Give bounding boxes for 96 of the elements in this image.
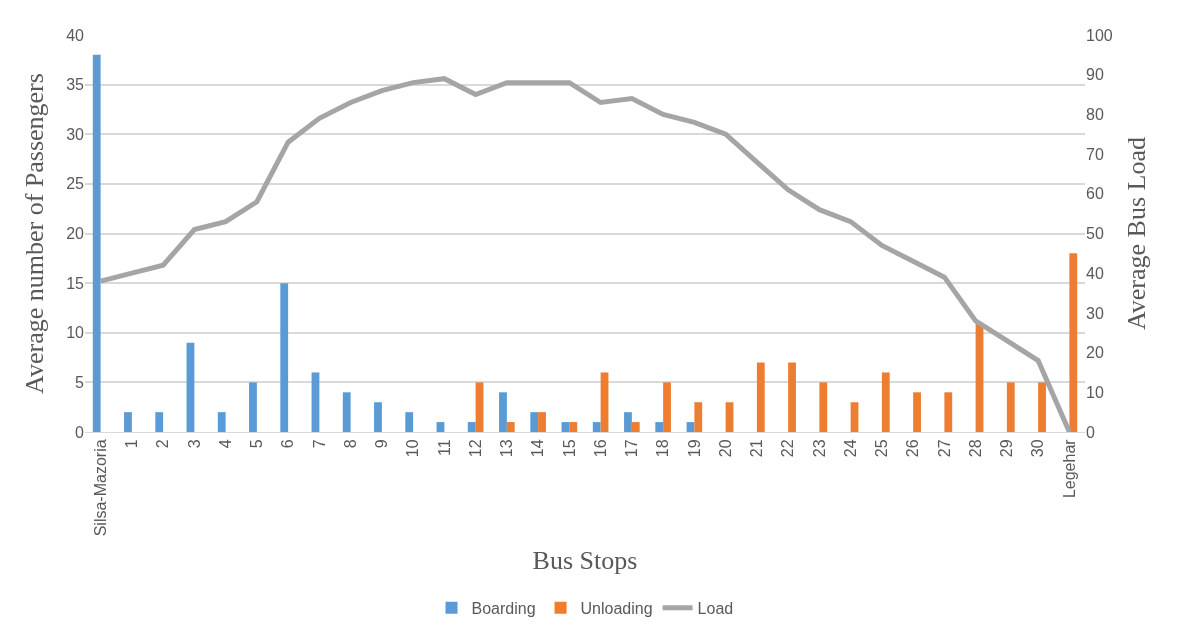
bar xyxy=(788,362,796,432)
x-tick-label: 10 xyxy=(404,439,422,458)
bar xyxy=(663,382,671,432)
bar xyxy=(475,382,484,432)
y2-tick-label: 20 xyxy=(1086,344,1104,362)
legend-label: Load xyxy=(697,599,734,617)
y-axis-title: Average number of Passengers xyxy=(19,73,49,394)
bar xyxy=(538,412,546,432)
bar xyxy=(280,283,289,432)
x-tick-label: Legehar xyxy=(1060,438,1078,499)
x-tick-label: 15 xyxy=(560,439,578,458)
bar xyxy=(725,402,734,432)
bar xyxy=(217,412,226,432)
bar xyxy=(881,372,890,432)
y-tick-label: 25 xyxy=(66,175,85,193)
x-tick-label: 27 xyxy=(935,439,953,458)
x-tick-label: 4 xyxy=(216,439,234,449)
y-tick-label: 15 xyxy=(66,274,85,292)
bar xyxy=(686,422,695,432)
x-tick-label: 13 xyxy=(498,439,516,458)
y2-tick-label: 50 xyxy=(1086,225,1104,243)
bar xyxy=(592,422,601,432)
x-tick-label: 20 xyxy=(716,439,734,458)
x-tick-label: 17 xyxy=(623,439,641,458)
bar xyxy=(600,372,609,432)
x-tick-label: Silsa-Mazoria xyxy=(91,439,109,537)
x-tick-label: 30 xyxy=(1029,439,1047,458)
y2-tick-label: 0 xyxy=(1086,423,1095,441)
bar xyxy=(1006,382,1015,432)
bar xyxy=(561,422,570,432)
x-tick-label: 22 xyxy=(779,439,797,458)
y2-tick-label: 100 xyxy=(1086,26,1113,44)
bar xyxy=(311,372,320,432)
bar xyxy=(655,422,664,432)
bar xyxy=(913,392,921,432)
x-tick-label: 5 xyxy=(248,439,266,449)
x-tick-label: 7 xyxy=(310,439,328,449)
bar xyxy=(374,402,382,432)
legend-label: Boarding xyxy=(471,599,536,617)
bar xyxy=(756,362,765,432)
x-tick-label: 28 xyxy=(966,439,984,458)
x-tick-label: 16 xyxy=(591,439,609,458)
legend-label: Unloading xyxy=(580,599,653,617)
x-tick-label: 21 xyxy=(748,439,766,458)
y-tick-label: 30 xyxy=(66,125,85,143)
x-axis-title: Bus Stops xyxy=(532,546,638,576)
bar xyxy=(155,412,164,432)
x-tick-label: 2 xyxy=(154,439,172,449)
bar xyxy=(124,412,132,432)
y2-tick-label: 30 xyxy=(1086,304,1104,322)
y-tick-label: 35 xyxy=(66,76,85,94)
y2-tick-label: 70 xyxy=(1086,145,1104,163)
bar xyxy=(1038,382,1046,432)
y-tick-label: 40 xyxy=(66,26,85,44)
x-tick-label: 12 xyxy=(466,439,484,458)
bar xyxy=(92,54,101,432)
y2-tick-label: 90 xyxy=(1086,66,1104,84)
y-tick-label: 20 xyxy=(66,225,85,243)
y2-tick-label: 40 xyxy=(1086,264,1104,282)
bar xyxy=(249,382,257,432)
x-tick-label: 3 xyxy=(185,439,203,449)
x-tick-label: 18 xyxy=(654,439,672,458)
bar xyxy=(694,402,703,432)
y2-axis-title: Average Bus Load xyxy=(1122,136,1152,331)
x-tick-label: 9 xyxy=(373,439,391,449)
bar xyxy=(467,422,476,432)
y2-tick-label: 60 xyxy=(1086,185,1104,203)
x-tick-label: 14 xyxy=(529,439,547,458)
y-tick-label: 5 xyxy=(75,373,85,391)
bar xyxy=(944,392,953,432)
bar xyxy=(436,422,445,432)
y2-tick-label: 10 xyxy=(1086,383,1104,401)
x-tick-label: 8 xyxy=(341,439,359,449)
y-tick-label: 0 xyxy=(75,423,85,441)
x-tick-label: 11 xyxy=(435,439,453,457)
x-tick-label: 6 xyxy=(279,439,297,449)
bar xyxy=(631,422,640,432)
x-tick-label: 23 xyxy=(810,439,828,458)
x-tick-label: 19 xyxy=(685,439,703,458)
bar xyxy=(624,412,632,432)
bar xyxy=(850,402,859,432)
bar xyxy=(569,422,578,432)
x-tick-label: 26 xyxy=(904,439,922,458)
bar xyxy=(499,392,507,432)
bar xyxy=(342,392,351,432)
bar xyxy=(405,412,414,432)
bar xyxy=(530,412,539,432)
bar xyxy=(506,422,515,432)
bar xyxy=(819,382,828,432)
x-tick-label: 1 xyxy=(123,439,141,449)
y-tick-label: 10 xyxy=(66,324,85,342)
x-tick-label: 29 xyxy=(998,439,1016,458)
y2-tick-label: 80 xyxy=(1086,106,1104,123)
x-tick-label: 24 xyxy=(841,439,859,458)
x-tick-label: 25 xyxy=(873,439,891,458)
bar xyxy=(1069,253,1078,432)
